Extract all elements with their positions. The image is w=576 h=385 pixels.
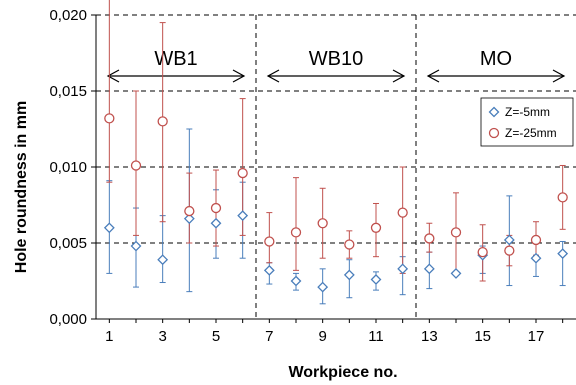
section-label: WB10 <box>309 48 363 70</box>
data-point <box>130 240 142 252</box>
error-bar <box>293 177 299 271</box>
arrow-head-left <box>106 69 120 83</box>
data-point <box>157 116 168 127</box>
data-point <box>423 263 435 275</box>
legend-marker <box>488 127 500 139</box>
section-label: MO <box>480 48 512 70</box>
data-point <box>317 218 328 229</box>
data-point <box>237 210 249 222</box>
y-axis-title: Hole roundness in mm <box>13 101 30 273</box>
x-tick-label: 5 <box>212 328 220 345</box>
data-point <box>263 264 275 276</box>
data-point <box>103 222 115 234</box>
arrow-head-left <box>266 69 280 83</box>
data-point <box>210 202 222 214</box>
legend-box <box>480 97 574 147</box>
data-point <box>343 269 355 281</box>
x-tick-label: 7 <box>265 328 273 345</box>
x-tick-label: 9 <box>318 328 326 345</box>
data-point <box>210 217 222 229</box>
data-point <box>450 267 462 279</box>
section-arrow <box>106 69 246 83</box>
data-point <box>290 227 302 238</box>
arrow-head-left <box>426 69 440 83</box>
data-point <box>370 222 382 233</box>
x-tick-label: 15 <box>474 328 491 345</box>
x-tick-label: 3 <box>158 328 166 345</box>
data-point <box>104 113 115 124</box>
grid-layer <box>96 14 576 244</box>
data-point <box>530 252 542 264</box>
section-arrow <box>266 69 406 83</box>
arrow-head-right <box>232 69 246 83</box>
data-point <box>130 160 142 171</box>
x-tick-label: 1 <box>105 328 113 345</box>
legend-label: Z=-25mm <box>505 126 557 140</box>
data-point <box>397 207 408 218</box>
arrow-head-right <box>552 69 566 83</box>
data-point <box>557 248 569 260</box>
data-point <box>184 205 195 217</box>
legend: Z=-5mm Z=-25mm <box>480 97 574 147</box>
y-tick-label: 0,020 <box>49 7 87 24</box>
error-bar <box>399 166 406 274</box>
error-bar-layer <box>106 0 566 305</box>
data-point <box>477 246 488 258</box>
section-divider-layer <box>255 15 417 319</box>
x-axis-title: Workpiece no. <box>288 364 397 381</box>
x-tick-label: 11 <box>368 328 384 345</box>
error-bar <box>159 215 166 284</box>
section-arrow <box>426 69 566 83</box>
data-point <box>317 281 329 293</box>
data-point <box>530 234 542 246</box>
data-point <box>450 227 462 238</box>
data-point <box>424 233 435 244</box>
error-bar <box>106 0 113 183</box>
arrow-head-right <box>392 69 406 83</box>
data-point <box>344 239 355 250</box>
data-point <box>503 234 515 246</box>
data-point <box>157 254 169 266</box>
y-tick-label: 0,015 <box>49 83 87 100</box>
data-point <box>557 192 568 203</box>
y-tick-label: 0,000 <box>49 311 87 328</box>
section-label: WB1 <box>154 48 197 70</box>
data-point <box>264 236 275 247</box>
data-point <box>237 167 248 179</box>
y-tick-label: 0,005 <box>49 235 87 252</box>
data-point <box>397 263 409 275</box>
y-tick-label: 0,010 <box>49 159 87 176</box>
section-label-layer: WB1 WB10 MO <box>106 48 566 83</box>
x-tick-label: 13 <box>421 328 438 345</box>
data-point <box>370 274 382 285</box>
legend-marker <box>488 106 500 118</box>
error-bar <box>559 240 566 287</box>
data-point <box>183 213 195 225</box>
legend-label: Z=-5mm <box>505 105 550 119</box>
data-point <box>290 275 302 287</box>
x-tick-label: 17 <box>528 328 545 345</box>
data-point-layer <box>103 113 569 293</box>
data-point <box>504 245 515 256</box>
